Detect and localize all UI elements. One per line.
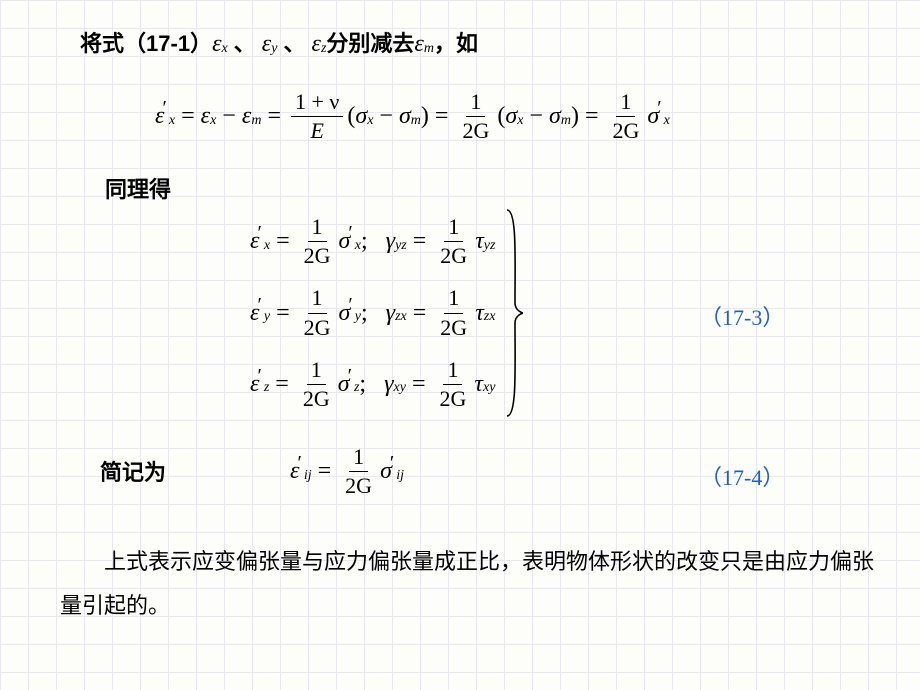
- equation-row: ε′z=12Gσ′z;γxy=12Gτxy: [250, 358, 495, 411]
- equation-ref-17-4: （17-4）: [700, 460, 784, 492]
- right-brace: [505, 208, 523, 418]
- equation-row: ε′x=12Gσ′x;γyz=12Gτyz: [250, 215, 495, 268]
- equation-17-4: ε′ij = 1 2G σ′ij: [290, 445, 404, 498]
- equation-1: ε′x = εx − εm = 1 + ν E ( σx − σm ) = 1 …: [155, 90, 670, 143]
- abbrev-label: 简记为: [100, 455, 166, 487]
- conclusion-paragraph: 上式表示应变偏张量与应力偏张量成正比，表明物体形状的改变只是由应力偏张量引起的。: [60, 540, 880, 628]
- eps-z: εz: [311, 31, 326, 58]
- intro-mid: 分别减去: [326, 26, 414, 58]
- sep2: 、: [277, 26, 311, 58]
- sep1: 、: [228, 26, 262, 58]
- eps-m: εm: [414, 31, 434, 58]
- intro-part1: 将式（: [80, 26, 146, 58]
- equation-block-17-3: ε′x=12Gσ′x;γyz=12Gτyz ε′y=12Gσ′y;γzx=12Gτ…: [250, 208, 523, 418]
- intro-line: 将式（ 17-1 ） εx 、 εy 、 εz 分别减去 εm ，如: [80, 26, 478, 58]
- intro-ref: 17-1: [146, 31, 190, 57]
- similarly-label: 同理得: [105, 172, 171, 204]
- equation-row: ε′y=12Gσ′y;γzx=12Gτzx: [250, 286, 495, 339]
- eps-x: εx: [212, 31, 228, 58]
- intro-tail: ，如: [434, 26, 478, 58]
- intro-part2: ）: [190, 26, 212, 58]
- equation-ref-17-3: （17-3）: [700, 300, 784, 332]
- eps-y: εy: [262, 31, 278, 58]
